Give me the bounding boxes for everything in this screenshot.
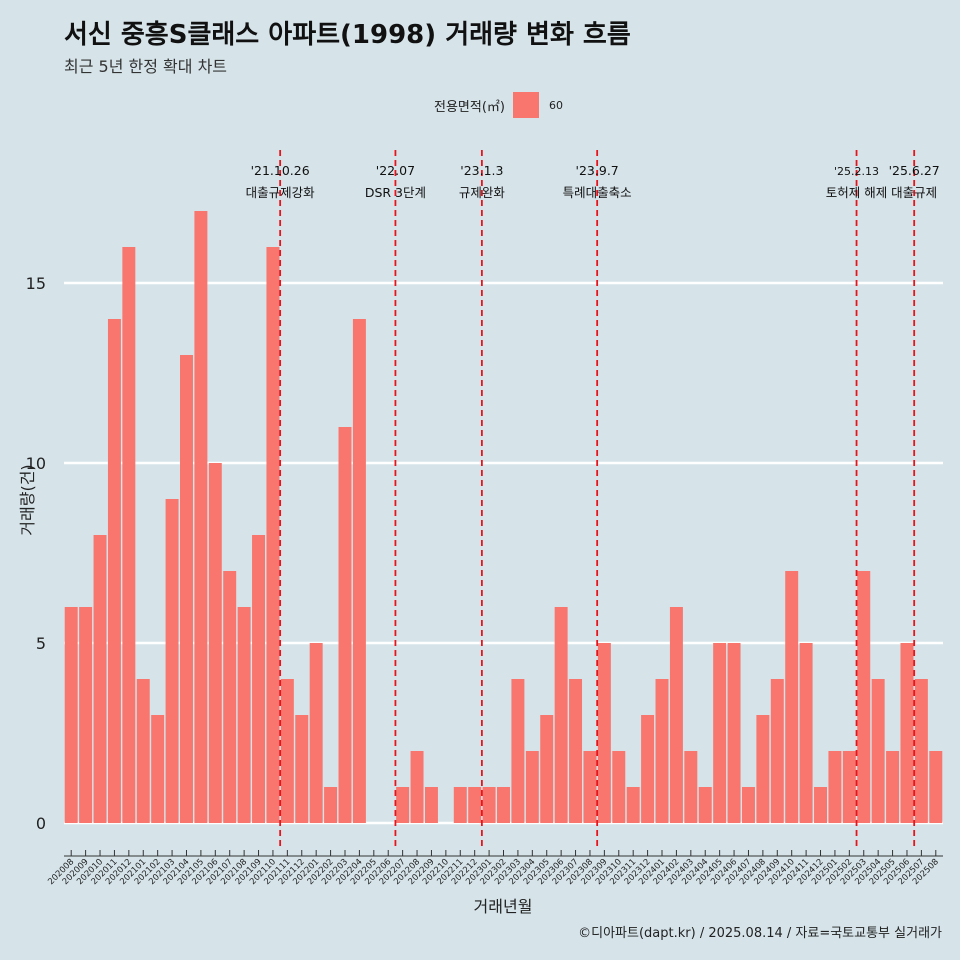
bar-202104 xyxy=(179,355,193,823)
y-tick-label: 10 xyxy=(26,454,46,473)
bar-202411 xyxy=(799,643,813,823)
bar-202501 xyxy=(828,751,842,823)
event-date-label: '21.10.26 xyxy=(251,163,310,178)
event-date-label: '22.07 xyxy=(376,163,415,178)
bar-202312 xyxy=(641,715,655,823)
y-tick-label: 5 xyxy=(36,634,46,653)
bar-202212 xyxy=(468,787,482,823)
bar-202303 xyxy=(511,679,525,823)
bar-202209 xyxy=(424,787,438,823)
x-axis-title: 거래년월 xyxy=(474,897,533,916)
bar-202506 xyxy=(900,643,914,823)
bar-202402 xyxy=(669,607,683,823)
event-date-label: '23.9.7 xyxy=(576,163,619,178)
bar-202107 xyxy=(223,571,237,823)
y-tick-label: 0 xyxy=(36,814,46,833)
legend: 전용면적(㎡) 60 xyxy=(434,92,563,118)
chart-subtitle: 최근 5년 한정 확대 차트 xyxy=(64,57,228,76)
bar-202409 xyxy=(770,679,784,823)
bar-202109 xyxy=(252,535,266,823)
bar-202211 xyxy=(453,787,467,823)
event-date-label: '23.1.3 xyxy=(460,163,503,178)
event-date-label: '25.6.27 xyxy=(889,163,940,178)
bar-202304 xyxy=(525,751,539,823)
bar-202204 xyxy=(352,319,366,823)
bar-202505 xyxy=(886,751,900,823)
bar-202301 xyxy=(482,787,496,823)
bar-202410 xyxy=(785,571,799,823)
bar-202310 xyxy=(612,751,626,823)
bar-202102 xyxy=(151,715,165,823)
y-axis-title: 거래량(건) xyxy=(18,464,37,535)
bar-202403 xyxy=(684,751,698,823)
bar-202412 xyxy=(814,787,828,823)
bar-202502 xyxy=(842,751,856,823)
bar-202503 xyxy=(857,571,871,823)
bar-202309 xyxy=(597,643,611,823)
bar-202401 xyxy=(655,679,669,823)
bar-202305 xyxy=(540,715,554,823)
bar-202011 xyxy=(107,319,121,823)
bar-202307 xyxy=(569,679,583,823)
bar-202012 xyxy=(122,247,136,823)
bar-202408 xyxy=(756,715,770,823)
legend-key xyxy=(512,92,539,118)
bar-202302 xyxy=(497,787,510,823)
bar-202009 xyxy=(79,607,93,823)
legend-title: 전용면적(㎡) xyxy=(434,99,505,115)
bar-202406 xyxy=(727,643,741,823)
axes: 0510152020082020092020102020112020122021… xyxy=(26,274,943,887)
bar-202208 xyxy=(410,751,424,823)
event-desc-label: 특례대출축소 xyxy=(563,185,632,200)
bar-202507 xyxy=(914,679,928,823)
bar-202203 xyxy=(338,427,352,823)
chart-title: 서신 중흥S클래스 아파트(1998) 거래량 변화 흐름 xyxy=(64,20,631,50)
bar-202207 xyxy=(396,787,410,823)
bar-202111 xyxy=(280,679,294,823)
bar-202008 xyxy=(64,607,78,823)
bar-202504 xyxy=(871,679,885,823)
event-desc-label: 대출규제 xyxy=(891,185,937,200)
bar-202112 xyxy=(295,715,309,823)
bar-202407 xyxy=(741,787,755,823)
bar-202106 xyxy=(208,463,222,823)
bar-202306 xyxy=(554,607,568,823)
bar-202110 xyxy=(266,247,280,823)
bar-202105 xyxy=(194,211,208,823)
legend-label: 60 xyxy=(548,98,563,112)
bar-202405 xyxy=(713,643,727,823)
source-caption: ©디아파트(dapt.kr) / 2025.08.14 / 자료=국토교통부 실… xyxy=(578,926,942,941)
bar-202404 xyxy=(698,787,712,823)
event-desc-label: 대출규제강화 xyxy=(246,185,316,200)
bar-202108 xyxy=(237,607,251,823)
bar-202201 xyxy=(309,643,323,823)
bar-202101 xyxy=(136,679,150,823)
bar-202508 xyxy=(929,751,943,823)
y-tick-label: 15 xyxy=(26,274,46,293)
bar-202010 xyxy=(93,535,107,823)
event-desc-label: 규제완화 xyxy=(459,185,506,200)
bar-202202 xyxy=(324,787,338,823)
event-markers: '21.10.26 대출규제강화 '22.07 DSR 3단계 '23.1.3 규제완화 '… xyxy=(246,150,940,850)
bars xyxy=(64,211,943,823)
event-desc-label: 토허제 해제 xyxy=(826,185,887,200)
bar-202308 xyxy=(583,751,597,823)
bar-202311 xyxy=(626,787,640,823)
bar-202103 xyxy=(165,499,179,823)
event-desc-label: DSR 3단계 xyxy=(365,185,426,200)
event-date-label: '25.2.13 xyxy=(834,165,879,178)
